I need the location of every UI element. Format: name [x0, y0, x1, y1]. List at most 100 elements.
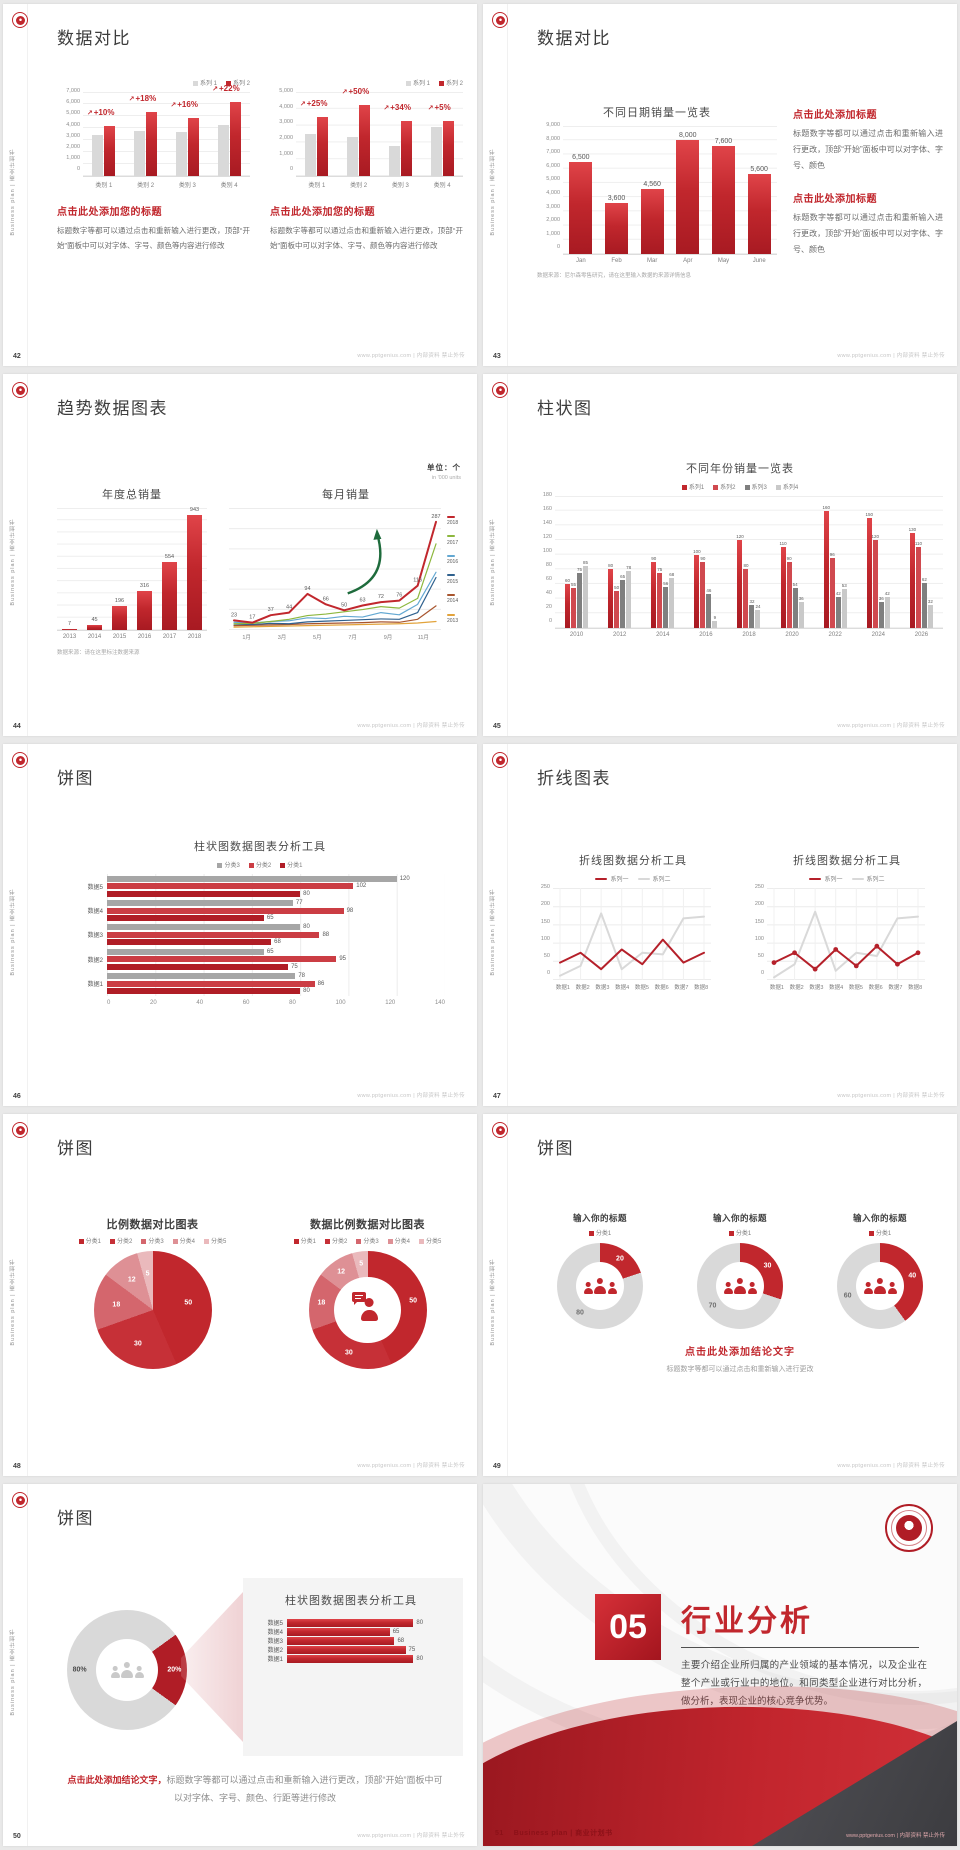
legend-swatch	[356, 1238, 362, 1244]
value-label: 68	[397, 1637, 405, 1644]
bar: 60	[565, 578, 570, 628]
value-label: 85	[583, 559, 589, 565]
legend-swatch	[447, 574, 455, 577]
legend-item: 系列二	[637, 874, 671, 883]
side-caption: Business plan | 商业计划书	[10, 148, 16, 236]
line-series-2014	[233, 605, 437, 627]
x-tick-label: 1月	[242, 635, 251, 641]
bar	[359, 104, 371, 176]
slide-44[interactable]: Business plan | 商业计划书 趋势数据图表 单位：个 in '00…	[3, 374, 477, 736]
chart-legend: 系列一 系列二	[751, 874, 943, 883]
bar-group: 90 75 56 68	[651, 496, 674, 628]
slide-footer: www.pptgenius.com | 内部资料 禁止外传	[837, 1463, 945, 1469]
bar-group: 150 120 36 42	[866, 496, 890, 628]
plot-area: 6,500 3,600 4,560 8,000 7,600 5,600	[563, 126, 777, 255]
bar	[347, 137, 359, 176]
cover-footer-text: Business plan | 商业计划书	[513, 1830, 613, 1837]
bar: 50	[614, 585, 619, 628]
line-series-2015	[233, 576, 437, 626]
svg-text:66: 66	[323, 596, 329, 602]
slice-label: 30	[134, 1340, 142, 1348]
chart-body: 180 160 140 120 100 80 60 40 20 0 60 55 75 85 80 50 65 78…	[537, 492, 943, 629]
bar	[107, 963, 289, 970]
bar-group: 554	[162, 508, 177, 630]
chart-donut: 数据比例数据对比图表 分类1 分类2 分类3 分类4 分类5 50 30 18 12 5	[272, 1216, 463, 1369]
x-axis: 2013 2014 2015 2016 2017 2018	[57, 634, 207, 640]
pie-wrap: 20% 80%	[67, 1610, 187, 1730]
slide-45[interactable]: Business plan | 商业计划书 柱状图 不同年份销量一览表 系列1 系列…	[483, 374, 957, 736]
bar	[107, 890, 301, 897]
x-tick-label: 11月	[417, 635, 429, 641]
legend-swatch	[744, 484, 750, 490]
bar-group: 77 98 65	[107, 900, 445, 922]
bar	[287, 1636, 395, 1645]
x-tick-label: 类别 3	[391, 183, 409, 189]
y-tick-label: 160	[542, 506, 552, 513]
side-caption: Business plan | 商业计划书	[10, 1258, 16, 1346]
slide-48[interactable]: Business plan | 商业计划书 饼图 比例数据对比图表 分类1 分类2 分…	[3, 1114, 477, 1476]
bar: 3,600	[604, 195, 628, 254]
slide-46[interactable]: Business plan | 商业计划书 饼图 柱状图数据图表分析工具 分类3 分…	[3, 744, 477, 1106]
x-tick-label: 20	[150, 1000, 157, 1006]
bar-group: ↗+10%	[87, 92, 116, 176]
y-tick-label: 3,000	[546, 203, 560, 210]
bar	[400, 121, 412, 176]
donut-hole	[855, 1261, 905, 1311]
bar: 62	[922, 577, 927, 628]
value-label: 98	[346, 907, 354, 914]
slide-43[interactable]: Business plan | 商业计划书 数据对比 不同日期销量一览表 9,00…	[483, 4, 957, 366]
brand-logo-icon	[12, 382, 28, 398]
x-tick-label: 类别 4	[220, 183, 238, 189]
x-tick-label: 数据3	[809, 985, 824, 991]
slide-49[interactable]: Business plan | 商业计划书 饼图 输入你的标题 分类1 20 80 输…	[483, 1114, 957, 1476]
slide-51[interactable]: 05 行业分析 主要介绍企业所归属的产业领域的基本情况，以及企业在整个产业或行业…	[483, 1484, 957, 1846]
bar-group: 5,600	[747, 126, 771, 254]
bar	[442, 121, 454, 176]
x-tick-label: 数据1	[769, 985, 784, 991]
bar-group: 7	[62, 508, 77, 630]
x-axis: Jan Feb Mar Apr May June	[563, 258, 777, 264]
chart-body: 23 17 37 44 94 66 50 63 72 76 116 287 2018 2017 2016 20…	[229, 508, 463, 630]
unit-cn: 单位：个	[427, 463, 461, 472]
slice-label: 30	[763, 1262, 772, 1270]
value-label: 160	[822, 504, 830, 510]
y-tick-label: 1,000	[279, 150, 293, 157]
growth-annotation: ↗+50%	[341, 86, 370, 96]
slide-47[interactable]: Business plan | 商业计划书 折线图表 折线图数据分析工具 系列一系…	[483, 744, 957, 1106]
bar: 90	[787, 556, 792, 628]
growth-annotation: ↗+5%	[427, 103, 451, 113]
category-label: 数据2	[267, 1648, 283, 1654]
y-tick-label: 5,000	[279, 88, 293, 94]
x-tick-label: 2018	[742, 632, 756, 638]
value-label: 5,600	[750, 166, 768, 174]
growth-annotation: ↗+34%	[383, 103, 411, 113]
x-tick-label: 类别 1	[95, 183, 113, 189]
page-number: 50	[13, 1833, 21, 1840]
growth-annotation: ↗+22%	[212, 83, 240, 93]
slide-50[interactable]: Business plan | 商业计划书 饼图 20% 80% 柱状图数据图表分…	[3, 1484, 477, 1846]
value-label: 943	[189, 506, 200, 513]
y-tick-label: 250	[540, 884, 550, 890]
bar-group: 943	[187, 506, 202, 630]
x-tick-label: 数据5	[848, 985, 863, 991]
line-plot	[767, 888, 925, 980]
legend-item: 系列 2	[438, 78, 463, 87]
value-label: 56	[663, 580, 669, 586]
chart-grouped-bars-left: 系列 1 系列 2 7,000 6,000 5,000 4,000 3,000 2,000 1,…	[57, 78, 250, 189]
plot-area: 80 65 68 75 80	[287, 1618, 445, 1663]
svg-text:76: 76	[396, 593, 402, 599]
bar-group: 80 88 68	[107, 924, 445, 946]
slice-label: 60	[843, 1292, 852, 1300]
line-series-系列二	[773, 910, 919, 979]
chart-title: 数据比例数据对比图表	[310, 1219, 425, 1231]
y-tick-label: 60	[545, 576, 552, 583]
value-label: 80	[416, 1619, 424, 1626]
growth-annotation: ↗+16%	[170, 100, 198, 110]
bar	[287, 1618, 414, 1627]
value-label: 110	[914, 541, 923, 547]
value-label: 100	[693, 548, 701, 554]
y-tick-label: 20	[545, 604, 552, 611]
brand-logo-icon	[492, 382, 508, 398]
slide-42[interactable]: Business plan | 商业计划书 数据对比 系列 1 系列 2 7,000…	[3, 4, 477, 366]
bar-row: 75	[107, 963, 445, 970]
